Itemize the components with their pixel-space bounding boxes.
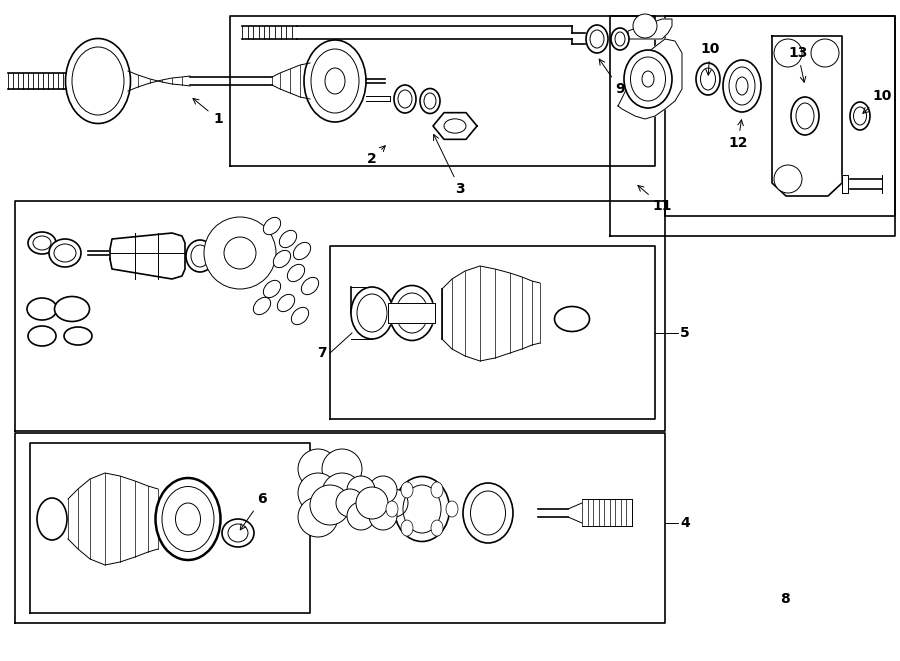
Ellipse shape: [66, 38, 130, 124]
Circle shape: [298, 449, 338, 489]
Ellipse shape: [274, 251, 291, 268]
Ellipse shape: [386, 501, 398, 517]
Ellipse shape: [293, 243, 310, 260]
Circle shape: [369, 476, 397, 504]
Ellipse shape: [696, 63, 720, 95]
Circle shape: [774, 165, 802, 193]
Ellipse shape: [64, 327, 92, 345]
Ellipse shape: [264, 280, 281, 297]
Ellipse shape: [554, 307, 590, 332]
Polygon shape: [433, 112, 477, 139]
Circle shape: [322, 449, 362, 489]
Text: 4: 4: [680, 516, 690, 530]
Ellipse shape: [222, 519, 254, 547]
Text: 10: 10: [700, 42, 720, 75]
Ellipse shape: [292, 307, 309, 325]
Text: 7: 7: [317, 346, 327, 360]
Circle shape: [204, 217, 276, 289]
Ellipse shape: [28, 326, 56, 346]
Ellipse shape: [264, 217, 281, 235]
Ellipse shape: [401, 482, 413, 498]
Circle shape: [811, 39, 839, 67]
Text: 8: 8: [780, 592, 790, 606]
Ellipse shape: [791, 97, 819, 135]
Text: 9: 9: [599, 59, 625, 96]
Polygon shape: [618, 39, 682, 119]
Ellipse shape: [723, 60, 761, 112]
Ellipse shape: [186, 240, 214, 272]
Text: 5: 5: [680, 326, 690, 340]
Ellipse shape: [351, 287, 393, 339]
Ellipse shape: [37, 498, 67, 540]
Text: 13: 13: [788, 46, 807, 82]
Ellipse shape: [611, 28, 629, 50]
Text: 2: 2: [367, 145, 385, 166]
Circle shape: [336, 489, 364, 517]
Ellipse shape: [27, 298, 57, 320]
Polygon shape: [772, 36, 842, 196]
Circle shape: [774, 39, 802, 67]
Ellipse shape: [463, 483, 513, 543]
Polygon shape: [628, 19, 672, 39]
Ellipse shape: [431, 482, 443, 498]
Ellipse shape: [287, 264, 304, 282]
Ellipse shape: [49, 239, 81, 267]
Ellipse shape: [156, 478, 220, 560]
Polygon shape: [68, 63, 88, 99]
Ellipse shape: [277, 294, 294, 311]
Circle shape: [298, 473, 338, 513]
Ellipse shape: [28, 232, 56, 254]
Ellipse shape: [304, 40, 366, 122]
Text: 10: 10: [863, 89, 891, 114]
Ellipse shape: [401, 520, 413, 536]
Circle shape: [347, 502, 375, 530]
Ellipse shape: [394, 85, 416, 113]
Ellipse shape: [624, 50, 672, 108]
Circle shape: [356, 487, 388, 519]
Polygon shape: [842, 175, 848, 193]
Circle shape: [322, 473, 362, 513]
Ellipse shape: [586, 25, 608, 53]
Text: 6: 6: [240, 492, 266, 530]
Circle shape: [310, 485, 350, 525]
Circle shape: [380, 489, 408, 517]
Text: 11: 11: [638, 186, 671, 213]
Ellipse shape: [279, 231, 297, 248]
Text: 1: 1: [193, 98, 223, 126]
Text: 3: 3: [434, 134, 464, 196]
Ellipse shape: [302, 278, 319, 295]
Polygon shape: [110, 233, 185, 279]
Ellipse shape: [850, 102, 870, 130]
Ellipse shape: [431, 520, 443, 536]
Circle shape: [369, 502, 397, 530]
Ellipse shape: [420, 89, 440, 114]
Text: 12: 12: [728, 120, 748, 150]
Circle shape: [633, 14, 657, 38]
Polygon shape: [388, 303, 435, 323]
Circle shape: [298, 497, 338, 537]
Circle shape: [347, 476, 375, 504]
Ellipse shape: [394, 477, 449, 541]
Ellipse shape: [446, 501, 458, 517]
Ellipse shape: [254, 297, 271, 315]
Ellipse shape: [55, 297, 89, 321]
Ellipse shape: [390, 286, 435, 340]
